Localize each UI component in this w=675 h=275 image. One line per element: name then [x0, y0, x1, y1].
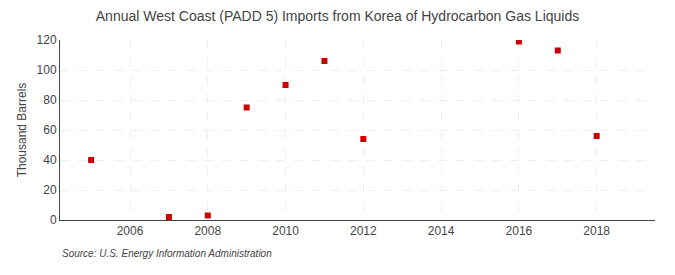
svg-text:Thousand Barrels: Thousand Barrels: [15, 83, 29, 178]
svg-text:2010: 2010: [272, 224, 299, 238]
svg-text:20: 20: [43, 183, 57, 197]
svg-text:0: 0: [50, 213, 57, 227]
svg-text:2012: 2012: [350, 224, 377, 238]
svg-text:2006: 2006: [117, 224, 144, 238]
svg-text:80: 80: [43, 93, 57, 107]
svg-text:2014: 2014: [428, 224, 455, 238]
svg-text:100: 100: [37, 63, 57, 77]
svg-text:120: 120: [37, 33, 57, 47]
svg-text:2008: 2008: [194, 224, 221, 238]
svg-text:60: 60: [43, 123, 57, 137]
svg-text:2016: 2016: [506, 224, 533, 238]
svg-text:Source: U.S. Energy Informatio: Source: U.S. Energy Information Administ…: [62, 248, 272, 259]
svg-text:Annual West Coast (PADD 5) Imp: Annual West Coast (PADD 5) Imports from …: [96, 8, 579, 24]
svg-text:2018: 2018: [583, 224, 610, 238]
svg-text:40: 40: [43, 153, 57, 167]
